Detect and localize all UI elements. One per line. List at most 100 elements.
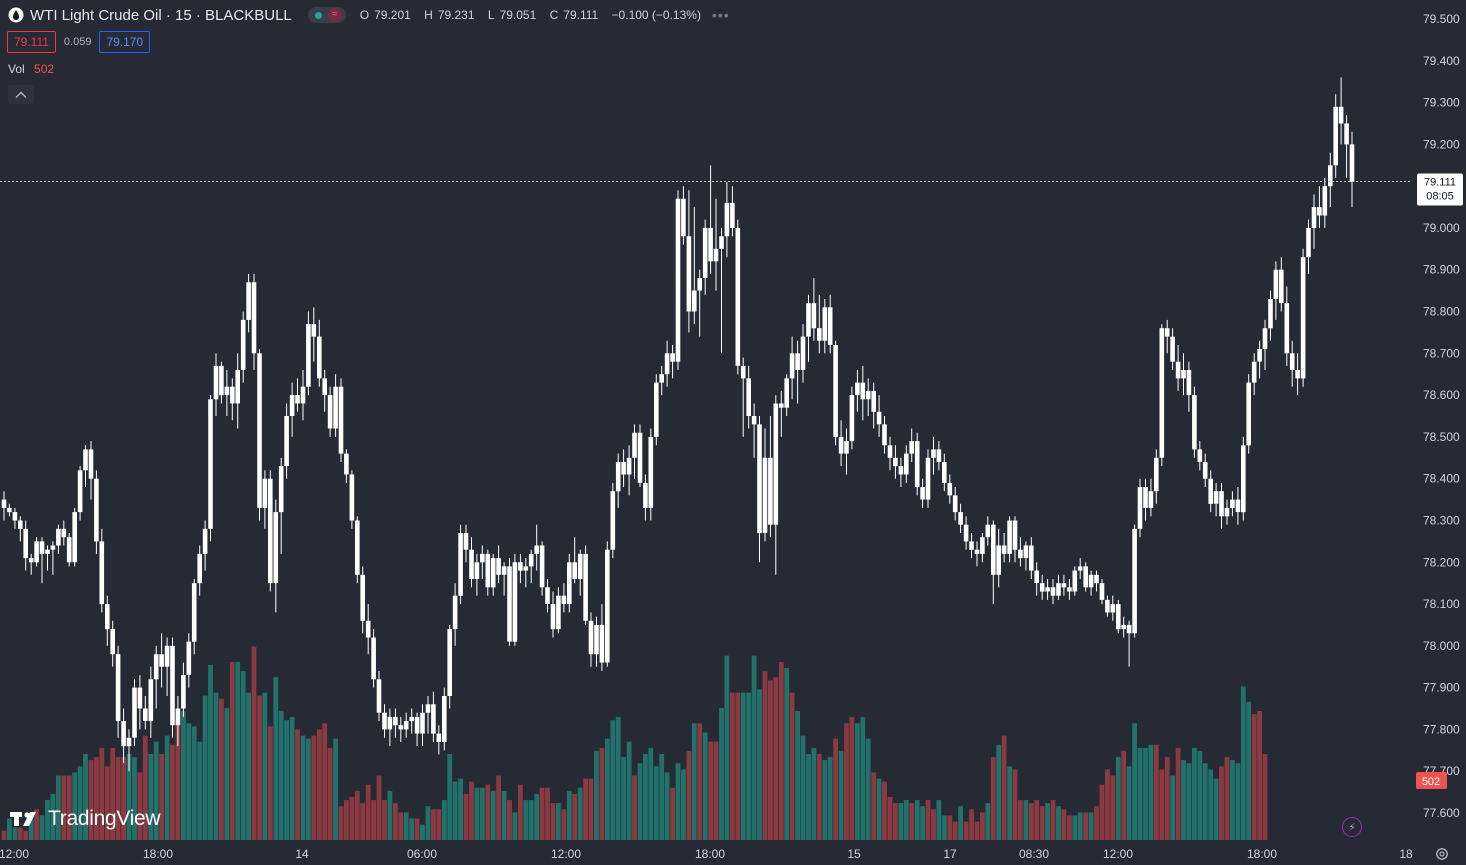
price-tick-label: 78.300 <box>1423 514 1460 528</box>
volume-bar <box>479 787 485 840</box>
candle-body <box>1 499 7 508</box>
symbol-title[interactable]: WTI Light Crude Oil · 15 · BLACKBULL <box>30 6 292 24</box>
symbol-legend: WTI Light Crude Oil · 15 · BLACKBULL ≈ O… <box>8 4 730 26</box>
candle <box>942 453 947 492</box>
candle <box>947 474 953 504</box>
candle <box>708 165 713 274</box>
volume-bar <box>267 726 273 840</box>
volume-bar <box>594 750 599 840</box>
candle-body <box>561 595 567 605</box>
time-axis[interactable]: 12:00 18:00 14 06:00 12:00 18:00 15 17 08:30 12:0… <box>0 847 1413 861</box>
candle <box>528 549 534 584</box>
candle <box>1061 574 1067 596</box>
volume-bar <box>496 775 501 840</box>
volume-bar <box>1126 766 1132 840</box>
price-tick-label: 79.500 <box>1423 12 1460 26</box>
volume-bar <box>409 818 415 840</box>
candle-body <box>730 202 735 228</box>
price-tick-label: 78.500 <box>1423 430 1460 444</box>
candle-body <box>268 478 273 584</box>
candle <box>936 441 942 471</box>
data-delay-icon: ≈ <box>327 8 342 22</box>
candle-body <box>50 545 56 550</box>
candle <box>420 704 425 747</box>
volume-bar <box>458 778 463 840</box>
candle-body <box>306 324 311 387</box>
candle <box>447 624 452 709</box>
volume-bar <box>278 711 284 840</box>
volume-bar <box>1088 812 1094 840</box>
volume-bar <box>376 775 382 840</box>
candle-body <box>230 386 235 404</box>
volume-bar <box>1186 763 1192 840</box>
volume-bar <box>474 787 480 840</box>
market-open-dot-icon <box>314 11 322 19</box>
candle-body <box>817 328 822 341</box>
candle <box>1148 478 1154 517</box>
market-status[interactable]: ≈ <box>307 7 346 23</box>
candle-body <box>322 378 327 396</box>
candle-body <box>365 620 371 638</box>
candle <box>159 633 164 688</box>
candle <box>485 549 491 596</box>
sell-button[interactable]: 79.111 <box>7 31 56 53</box>
volume-bar <box>952 821 958 840</box>
candle <box>648 428 654 521</box>
candle <box>1034 562 1039 596</box>
volume-legend[interactable]: Vol 502 <box>8 62 54 76</box>
collapse-legend-button[interactable] <box>8 85 34 104</box>
candle <box>99 528 105 613</box>
volume-bar <box>539 787 545 840</box>
volume-bar <box>403 812 409 840</box>
candle-body <box>240 319 246 370</box>
time-tick-label: 14 <box>295 847 309 861</box>
volume-bar <box>1039 806 1045 840</box>
more-options-icon[interactable]: ••• <box>711 7 730 23</box>
candle-body <box>1029 545 1034 571</box>
candle <box>789 336 795 400</box>
volume-bar <box>1072 815 1078 840</box>
volume-bar <box>34 809 39 840</box>
volume-bar <box>1170 775 1175 840</box>
candle-body <box>713 248 719 262</box>
volume-bar <box>1257 711 1262 840</box>
candle <box>1213 482 1219 517</box>
candle <box>865 378 871 416</box>
volume-bar <box>393 803 398 840</box>
candle-body <box>697 278 702 291</box>
candle-body <box>1061 583 1067 588</box>
candle-body <box>827 307 833 345</box>
candle-body <box>12 512 18 521</box>
candle <box>1007 516 1012 563</box>
volume-badge-value: 502 <box>1422 776 1440 788</box>
candle-body <box>643 482 648 508</box>
price-tick-label: 78.900 <box>1423 263 1460 277</box>
candle <box>860 365 866 421</box>
candle-body <box>1116 604 1121 630</box>
candle <box>1105 595 1110 617</box>
volume-bar <box>441 800 447 840</box>
candle-body <box>969 541 974 550</box>
volume-bar <box>66 775 72 840</box>
candle-body <box>654 382 659 437</box>
volume-bar <box>354 790 360 840</box>
candle <box>344 449 349 483</box>
price-scale[interactable]: 79.500 79.400 79.300 79.200 79.000 78.900 78.8… <box>1423 12 1460 820</box>
tradingview-logo[interactable]: TradingView <box>10 807 161 831</box>
candle <box>1295 353 1300 396</box>
buy-button[interactable]: 79.170 <box>99 31 151 53</box>
candle-body <box>936 449 942 462</box>
candle-body <box>442 696 447 742</box>
volume-bar <box>251 646 257 840</box>
volume-bar <box>1007 766 1012 840</box>
candle-body <box>452 595 458 630</box>
volume-bar <box>735 692 741 840</box>
candle-body <box>333 386 338 429</box>
gear-icon[interactable] <box>1434 846 1450 862</box>
lightning-icon[interactable]: ⚡ <box>1342 817 1362 837</box>
candle-body <box>1012 520 1018 550</box>
candle-body <box>855 382 860 396</box>
candle <box>534 524 539 571</box>
candle <box>1279 257 1284 312</box>
